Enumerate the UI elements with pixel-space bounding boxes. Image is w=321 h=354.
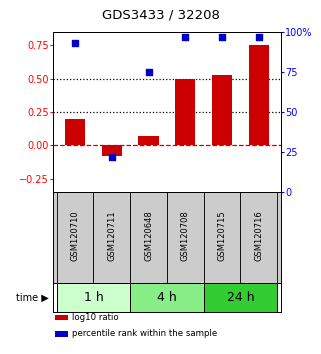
Bar (102, 145, 122, 156)
Bar (56, 283, 130, 312)
Bar (212, 75, 232, 145)
Point (220, 34, 225, 40)
Text: GSM120710: GSM120710 (71, 211, 80, 261)
Bar (204, 192, 240, 283)
Point (73, 40, 78, 46)
Bar (55, 331, 68, 337)
Text: GSM120716: GSM120716 (254, 210, 263, 261)
Text: GSM120715: GSM120715 (218, 211, 227, 261)
Text: GDS3433 / 32208: GDS3433 / 32208 (101, 9, 220, 22)
Bar (130, 283, 204, 312)
Bar (55, 315, 68, 320)
Text: GSM120648: GSM120648 (144, 210, 153, 261)
Bar (175, 79, 195, 145)
Point (146, 69, 151, 75)
Text: 4 h: 4 h (157, 291, 177, 304)
Bar (130, 192, 167, 283)
Point (256, 34, 261, 40)
Bar (56, 192, 93, 283)
Bar (249, 45, 269, 145)
Bar (240, 192, 277, 283)
Bar (65, 119, 85, 145)
Bar (93, 192, 130, 283)
Bar (204, 283, 277, 312)
Point (183, 34, 188, 40)
Bar (138, 136, 159, 145)
Text: GSM120708: GSM120708 (181, 210, 190, 261)
Text: GSM120711: GSM120711 (107, 211, 116, 261)
Point (109, 154, 114, 160)
Text: percentile rank within the sample: percentile rank within the sample (72, 330, 218, 338)
Text: time ▶: time ▶ (16, 293, 48, 303)
Text: 1 h: 1 h (83, 291, 103, 304)
Text: 24 h: 24 h (227, 291, 254, 304)
Text: log10 ratio: log10 ratio (72, 313, 119, 322)
Bar (167, 192, 204, 283)
